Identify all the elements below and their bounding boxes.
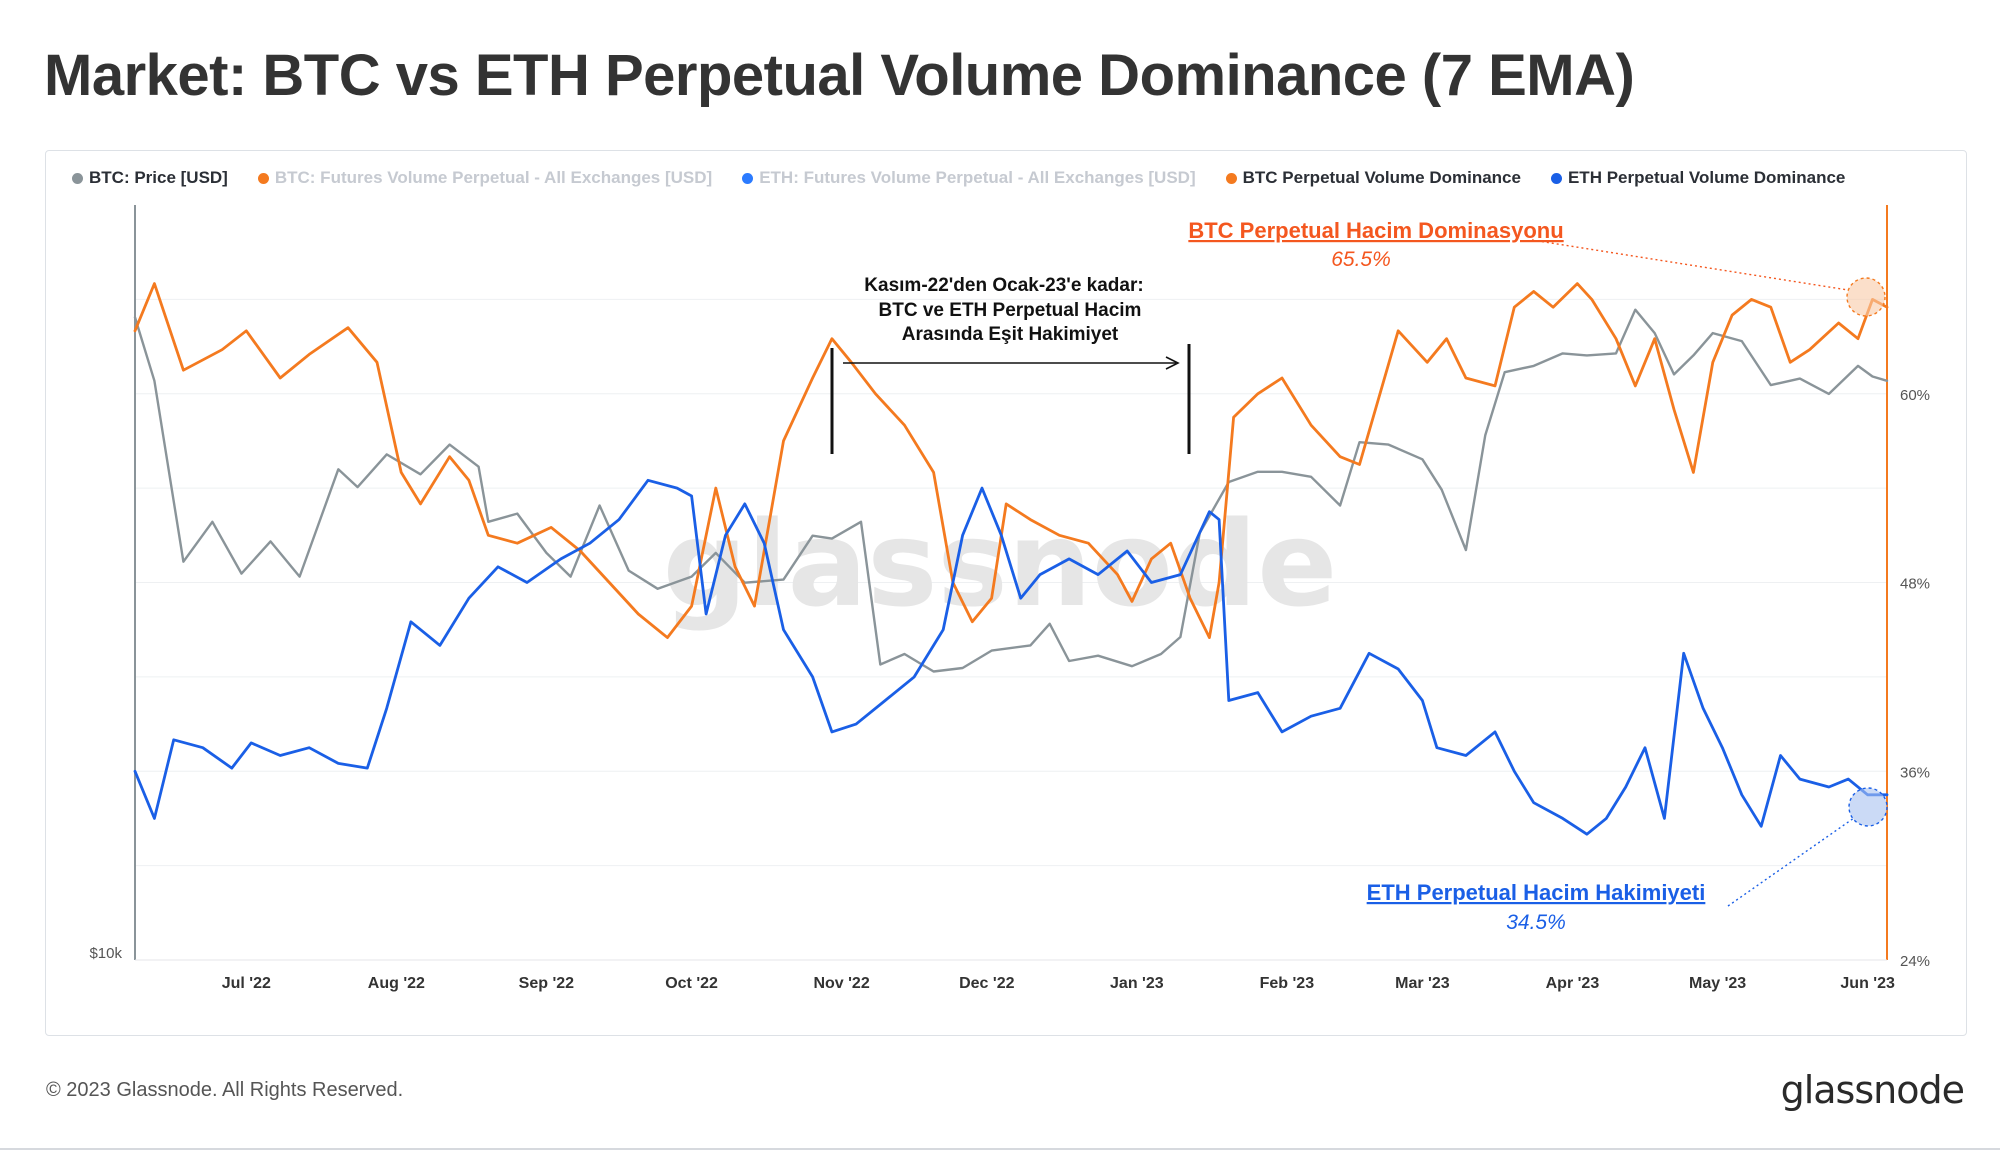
legend-dot xyxy=(1225,172,1237,184)
btc-dominance-callout-value: 65.5% xyxy=(1331,248,1391,271)
bracket-text-line-2: BTC ve ETH Perpetual Hacim xyxy=(879,300,1142,321)
watermark: glassnode xyxy=(663,495,1338,633)
y-left-tick-label: $10k xyxy=(89,945,122,962)
bracket-arrow-head xyxy=(1165,356,1180,370)
y-tick-label: 48% xyxy=(1900,576,1930,593)
x-tick-label: Apr '23 xyxy=(1546,975,1600,992)
y-tick-label: 36% xyxy=(1900,764,1930,781)
legend-item-btc-dominance[interactable]: BTC Perpetual Volume Dominance xyxy=(1225,168,1521,188)
chart-legend: BTC: Price [USD] BTC: Futures Volume Per… xyxy=(72,166,1875,190)
series-lines xyxy=(133,282,1889,836)
btc-price-usd-line xyxy=(133,308,1889,673)
legend-item-btc-futures-volume[interactable]: BTC: Futures Volume Perpetual - All Exch… xyxy=(257,168,713,188)
legend-label: BTC: Price [USD] xyxy=(89,168,228,187)
y-tick-label: 24% xyxy=(1900,953,1930,970)
x-tick-label: Jan '23 xyxy=(1110,975,1164,992)
page-title: Market: BTC vs ETH Perpetual Volume Domi… xyxy=(44,43,1635,108)
legend-dot xyxy=(72,172,83,184)
legend-label: ETH Perpetual Volume Dominance xyxy=(1567,168,1846,187)
legend-dot xyxy=(257,172,269,184)
y-tick-label: 60% xyxy=(1900,387,1930,404)
legend-dot xyxy=(1550,172,1562,184)
glassnode-logo[interactable]: glassnode xyxy=(1780,1068,1965,1112)
legend-label: BTC Perpetual Volume Dominance xyxy=(1242,168,1521,187)
x-tick-label: Oct '22 xyxy=(665,975,718,992)
btc-dominance-callout-label: BTC Perpetual Hacim Dominasyonu xyxy=(1188,218,1563,243)
legend-label: ETH: Futures Volume Perpetual - All Exch… xyxy=(759,168,1196,187)
legend-item-btc-price[interactable]: BTC: Price [USD] xyxy=(72,168,228,188)
bracket-text-line-3: Arasında Eşit Hakimiyet xyxy=(902,324,1119,345)
x-tick-label: Sep '22 xyxy=(519,975,574,992)
eth-perpetual-volume-dominance-line xyxy=(133,478,1889,836)
legend-label: BTC: Futures Volume Perpetual - All Exch… xyxy=(274,168,713,187)
x-tick-label: Dec '22 xyxy=(959,975,1015,992)
x-tick-label: Aug '22 xyxy=(368,975,425,992)
footer-copyright: © 2023 Glassnode. All Rights Reserved. xyxy=(46,1079,404,1101)
legend-item-eth-futures-volume[interactable]: ETH: Futures Volume Perpetual - All Exch… xyxy=(742,168,1196,188)
eth-dominance-callout-label: ETH Perpetual Hacim Hakimiyeti xyxy=(1367,880,1706,905)
btc-perpetual-volume-dominance-line xyxy=(133,282,1889,639)
legend-dot xyxy=(742,172,754,184)
btc-callout-pointer xyxy=(1531,239,1849,291)
bracket-text-line-1: Kasım-22'den Ocak-23'e kadar: xyxy=(864,275,1143,296)
chart-card xyxy=(45,150,1967,1036)
legend-item-eth-dominance[interactable]: ETH Perpetual Volume Dominance xyxy=(1550,168,1846,188)
x-tick-label: Feb '23 xyxy=(1260,975,1315,992)
eth-endpoint-highlight xyxy=(1848,787,1888,827)
grid-lines xyxy=(135,298,1887,867)
btc-endpoint-highlight xyxy=(1846,277,1886,317)
eth-callout-pointer xyxy=(1727,817,1855,907)
bottom-divider xyxy=(0,1148,2000,1150)
eth-dominance-callout-value: 34.5% xyxy=(1506,911,1566,934)
x-tick-label: Nov '22 xyxy=(813,975,869,992)
x-tick-label: Jun '23 xyxy=(1840,975,1895,992)
x-tick-label: Mar '23 xyxy=(1395,975,1450,992)
annotations: Kasım-22'den Ocak-23'e kadar: BTC ve ETH… xyxy=(830,218,1888,934)
x-tick-label: Jul '22 xyxy=(222,975,271,992)
x-tick-label: May '23 xyxy=(1689,975,1746,992)
